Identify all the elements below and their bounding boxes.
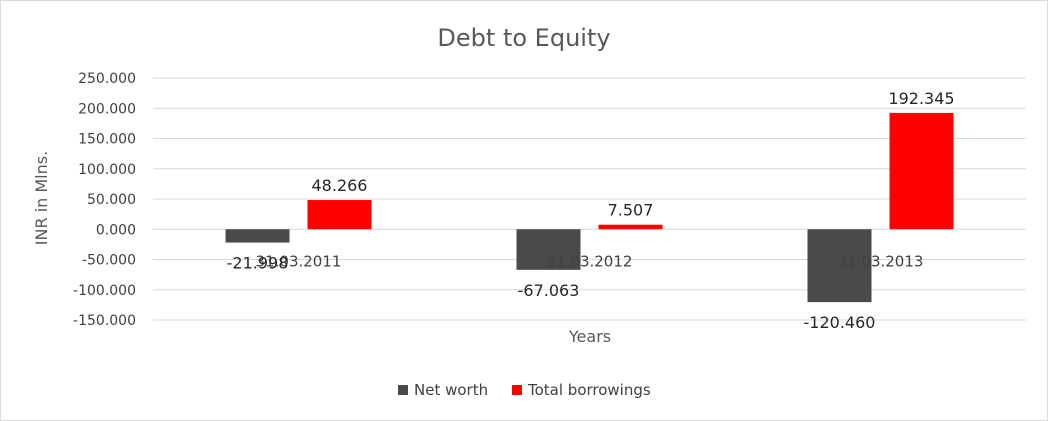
- x-axis-categories: 31.03.2011 31.03.2012 31.03.2013: [256, 252, 924, 270]
- y-tick-label: 200.000: [78, 101, 136, 117]
- data-label: -120.460: [804, 313, 876, 332]
- x-axis-title: Years: [568, 327, 611, 346]
- legend-swatch: [512, 385, 522, 395]
- y-tick-label: 100.000: [78, 162, 136, 178]
- data-label: 7.507: [608, 201, 654, 220]
- y-tick-label: 250.000: [78, 71, 136, 87]
- legend: Net worth Total borrowings: [398, 381, 651, 399]
- x-category-label: 31.03.2013: [838, 252, 924, 270]
- net-worth-bar: [516, 229, 581, 270]
- legend-swatch: [398, 385, 408, 395]
- bars: [225, 112, 954, 303]
- net-worth-bar: [807, 229, 872, 303]
- x-category-label: 31.03.2011: [256, 252, 342, 270]
- legend-label: Net worth: [414, 381, 488, 399]
- y-axis-title: INR in Mlns.: [32, 151, 51, 245]
- y-tick-label: 50.000: [87, 192, 136, 208]
- y-tick-label: -100.000: [73, 283, 136, 299]
- y-tick-label: 150.000: [78, 132, 136, 148]
- total-borrowings-bar: [598, 224, 663, 230]
- x-category-label: 31.03.2012: [547, 252, 633, 270]
- y-axis-ticks: 250.000 200.000 150.000 100.000 50.000 0.000 -…: [73, 71, 136, 329]
- data-label: 48.266: [312, 176, 368, 195]
- y-tick-label: 0.000: [96, 222, 136, 238]
- gridlines: [153, 77, 1026, 321]
- data-label: -21.998: [227, 254, 289, 273]
- chart-title: Debt to Equity: [437, 24, 610, 52]
- total-borrowings-bar: [889, 112, 954, 230]
- legend-label: Total borrowings: [527, 381, 651, 399]
- data-labels: -21.998 48.266 -67.063 7.507 -120.460 192.345: [227, 89, 955, 332]
- data-label: -67.063: [518, 281, 580, 300]
- y-tick-label: -50.000: [82, 253, 136, 269]
- total-borrowings-bar: [307, 200, 372, 230]
- net-worth-bar: [225, 229, 290, 243]
- data-label: 192.345: [888, 89, 954, 108]
- y-tick-label: -150.000: [73, 313, 136, 329]
